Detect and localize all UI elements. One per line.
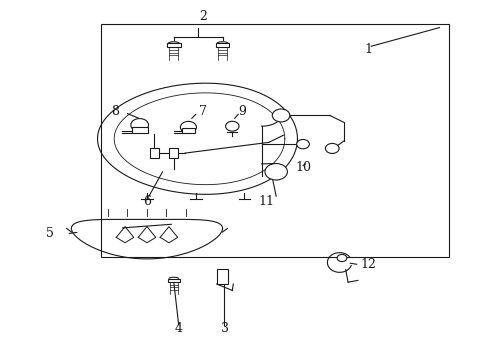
Text: 10: 10 (294, 161, 310, 174)
Text: 11: 11 (258, 195, 274, 208)
Bar (169, 148, 178, 158)
Circle shape (325, 143, 338, 153)
Text: 4: 4 (174, 322, 183, 335)
Text: 2: 2 (199, 10, 206, 23)
Circle shape (180, 121, 196, 133)
FancyBboxPatch shape (166, 43, 180, 47)
Text: 7: 7 (199, 105, 206, 118)
Circle shape (264, 163, 287, 180)
Bar (101, 24, 448, 257)
Text: 9: 9 (238, 105, 245, 118)
Text: 5: 5 (45, 227, 53, 240)
Bar (131, 127, 147, 133)
Text: 12: 12 (360, 258, 376, 271)
Text: 6: 6 (142, 195, 151, 208)
Circle shape (225, 121, 239, 131)
Text: 3: 3 (221, 322, 228, 335)
Text: 1: 1 (364, 42, 372, 55)
FancyBboxPatch shape (167, 279, 180, 282)
Circle shape (296, 139, 309, 149)
Circle shape (272, 109, 289, 122)
Circle shape (131, 118, 148, 131)
Text: 8: 8 (111, 105, 119, 118)
Circle shape (336, 255, 346, 262)
Bar (182, 129, 195, 133)
FancyBboxPatch shape (215, 43, 229, 47)
Bar (216, 269, 228, 284)
Bar (150, 148, 158, 158)
